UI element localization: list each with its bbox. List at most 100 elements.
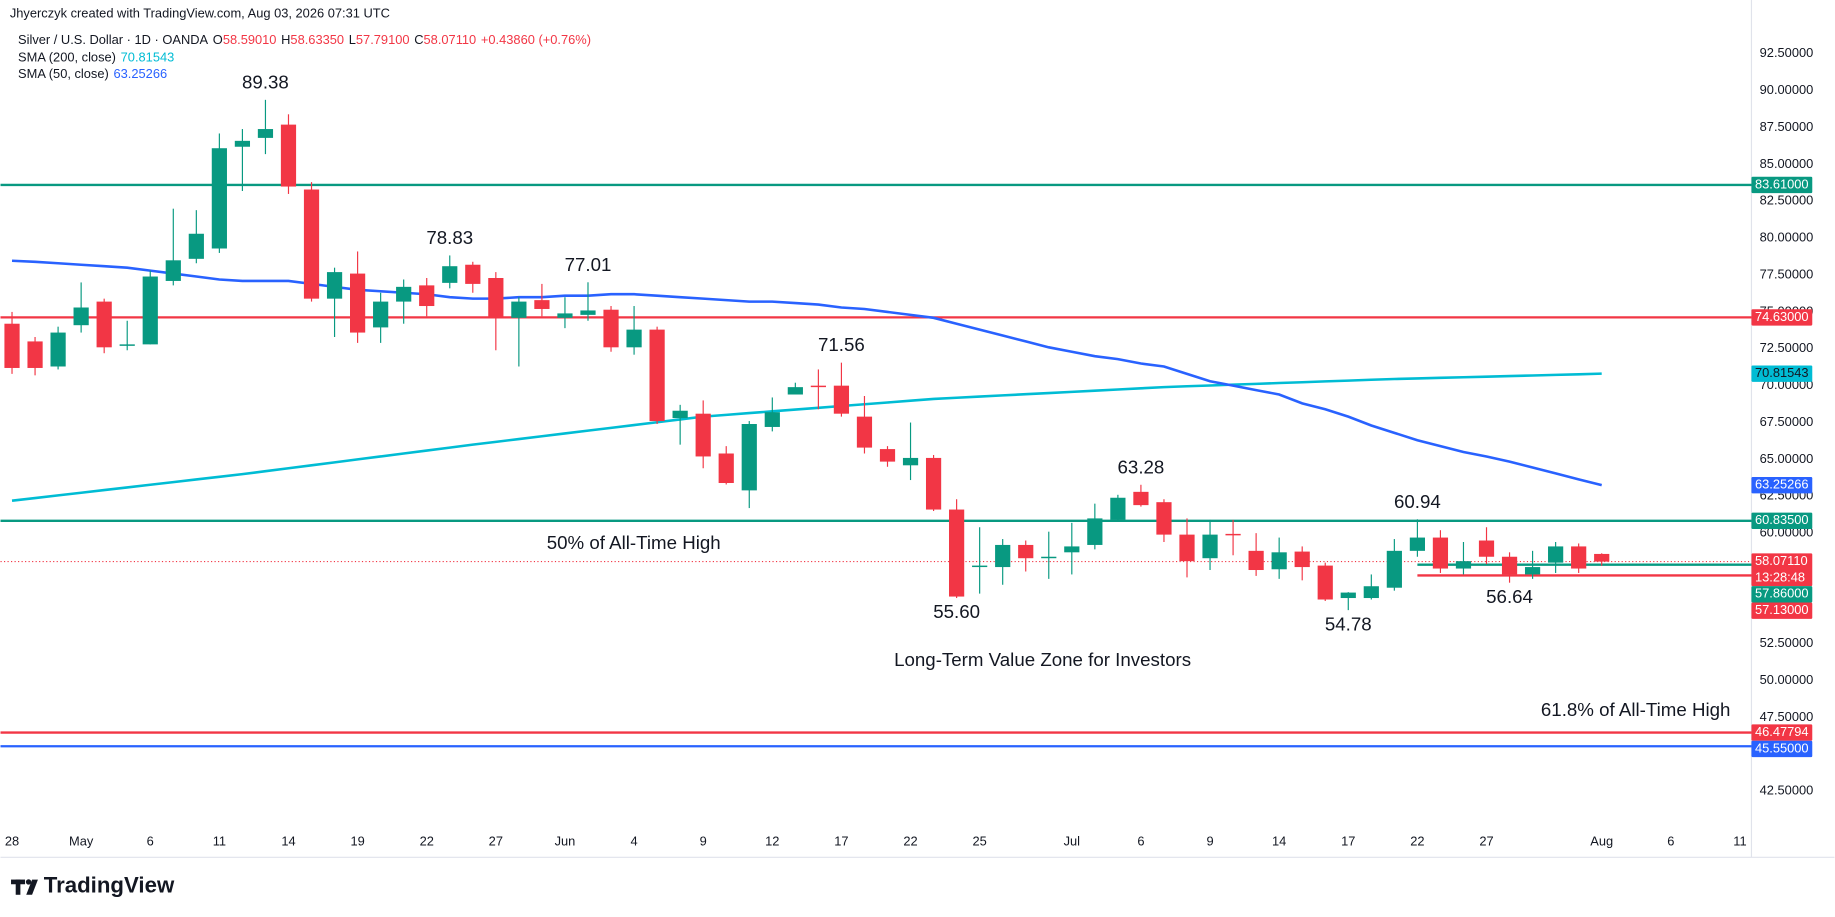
candle-body [419, 285, 435, 307]
note: 61.8% of All-Time High [1541, 699, 1731, 720]
candle-body [1202, 534, 1218, 559]
y-tick-label: 77.50000 [1760, 266, 1814, 281]
candle-body [465, 264, 481, 284]
candle-body [1156, 502, 1172, 535]
y-tick-label: 72.50000 [1760, 340, 1814, 355]
candle-body [810, 385, 826, 388]
candle-body [280, 124, 297, 187]
candle-body [1064, 546, 1080, 553]
price-axis-box [1751, 602, 1813, 619]
candle-body [1317, 565, 1333, 600]
sma-name: SMA (50, close) [18, 66, 109, 81]
sma-value: 70.81543 [121, 50, 175, 65]
price-annotation: 63.28 [1118, 456, 1165, 477]
candle-body [1294, 551, 1310, 568]
candle-body [1179, 534, 1195, 562]
candle-body [1041, 556, 1057, 559]
price-axis-box-label: 70.81543 [1755, 365, 1809, 380]
candle-body [1133, 491, 1149, 506]
candle-body [1018, 544, 1034, 559]
candle-body [1363, 586, 1379, 599]
candle-body [764, 412, 780, 427]
candle-body [188, 233, 204, 259]
candle-body [972, 565, 988, 568]
y-tick-label: 80.00000 [1760, 230, 1814, 245]
y-tick-label: 42.50000 [1760, 783, 1814, 798]
price-axis-box [1751, 176, 1813, 194]
price-annotation: 54.78 [1325, 613, 1372, 634]
sma-line [11, 372, 1602, 502]
candle-body [1432, 537, 1449, 569]
price-annotation: 77.01 [565, 254, 612, 275]
price-axis-box [1751, 309, 1813, 326]
price-axis-box-label: 45.55000 [1755, 740, 1809, 755]
price-annotation: 56.64 [1486, 586, 1533, 607]
candle-body [925, 457, 942, 510]
candle-body [50, 332, 66, 367]
candle-body [534, 300, 550, 309]
legend-value: 57.79100 [356, 32, 410, 47]
x-tick-label: Aug [1590, 834, 1613, 849]
x-tick-label: 9 [700, 834, 707, 849]
candle-body [119, 344, 135, 346]
price-axis-box [1751, 365, 1813, 382]
note: Long-Term Value Zone for Investors [894, 649, 1191, 670]
price-axis-box [1751, 476, 1813, 494]
y-tick-label: 50.00000 [1760, 672, 1814, 687]
x-tick-label: 12 [765, 834, 779, 849]
sma-value: 63.25266 [113, 66, 167, 81]
legend-key: O [213, 32, 223, 47]
price-axis-box-label: 46.47794 [1755, 724, 1809, 739]
x-tick-label: 4 [630, 834, 637, 849]
candle-body [1455, 561, 1472, 569]
y-tick-label: 90.00000 [1760, 82, 1814, 97]
candle-body [1548, 546, 1564, 563]
candle-body [695, 413, 711, 457]
x-tick-label: Jul [1064, 834, 1080, 849]
candle-body [626, 329, 642, 348]
candle-body [257, 129, 274, 138]
candle-body [1225, 533, 1241, 536]
candle-body [396, 286, 412, 302]
note: 50% of All-Time High [547, 532, 721, 553]
candle-body [1386, 550, 1402, 588]
candle-body [741, 424, 757, 491]
sma-legend: SMA (200, close) 70.81543 [18, 50, 174, 65]
candle-body [1409, 537, 1425, 551]
candle-body [1087, 518, 1103, 545]
x-tick-label: 9 [1206, 834, 1213, 849]
sma-name: SMA (200, close) [18, 50, 116, 65]
price-axis-box-label: 63.25266 [1755, 477, 1809, 492]
candle-body [1501, 556, 1518, 575]
y-tick-label: 92.50000 [1760, 45, 1814, 60]
candle-body [350, 273, 366, 333]
candle-body [1248, 550, 1264, 571]
candle-body [902, 457, 919, 466]
x-tick-label: 14 [281, 834, 295, 849]
legend-key: L [349, 32, 356, 47]
x-tick-label: 28 [5, 834, 19, 849]
candle-body [1478, 540, 1495, 557]
x-tick-label: 14 [1272, 834, 1286, 849]
candle-body [488, 278, 504, 318]
x-tick-label: 17 [834, 834, 848, 849]
x-tick-label: 11 [213, 834, 226, 849]
price-annotation: 78.83 [426, 227, 473, 248]
candle-body [142, 276, 158, 345]
y-tick-label: 87.50000 [1760, 119, 1814, 134]
legend-key: C [414, 32, 423, 47]
price-axis-box [1751, 724, 1813, 741]
y-tick-label: 65.00000 [1760, 451, 1814, 466]
candle-body [1594, 553, 1610, 562]
candle-body [442, 266, 458, 283]
price-axis-box-label: 74.63000 [1755, 309, 1809, 324]
legend-value: 58.07110 [424, 32, 477, 47]
legend-value: 58.59010 [223, 32, 277, 47]
y-tick-label: 47.50000 [1760, 709, 1814, 724]
credit: Jhyerczyk created with TradingView.com, … [10, 5, 390, 20]
legend-value: 58.63350 [290, 32, 344, 47]
candle-body [303, 189, 320, 299]
candle-body [557, 313, 573, 318]
x-tick-label: 6 [147, 834, 154, 849]
x-tick-label: 6 [1137, 834, 1144, 849]
